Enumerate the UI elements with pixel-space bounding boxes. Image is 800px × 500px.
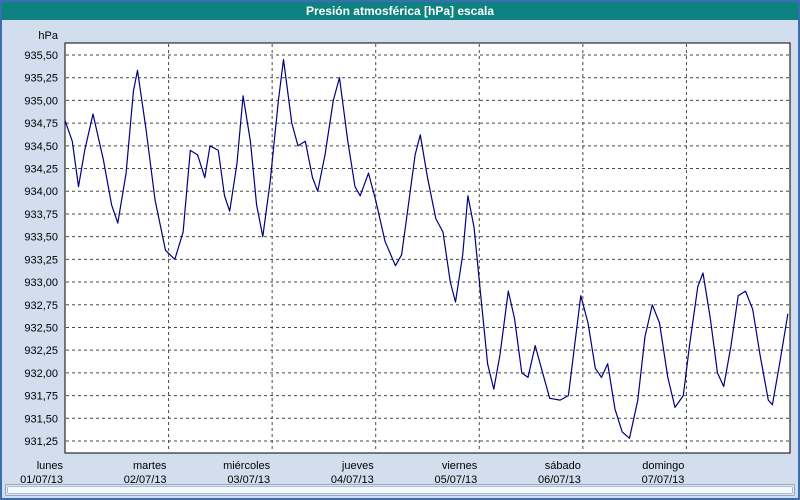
x-day-date: 04/07/13 bbox=[331, 474, 374, 484]
x-gridlines bbox=[168, 44, 687, 452]
y-tick-label: 931,25 bbox=[24, 436, 58, 448]
x-day-name: viernes bbox=[442, 460, 478, 472]
y-tick-label: 932,75 bbox=[24, 300, 58, 312]
y-gridlines bbox=[66, 54, 789, 442]
y-tick-label: 931,75 bbox=[24, 391, 58, 403]
x-day-name: martes bbox=[133, 460, 167, 472]
horizontal-scrollbar[interactable] bbox=[5, 484, 795, 496]
scroll-row bbox=[2, 484, 798, 498]
y-tick-label: 932,00 bbox=[24, 368, 58, 380]
x-day-date: 07/07/13 bbox=[642, 474, 685, 484]
x-day-date: 03/07/13 bbox=[227, 474, 270, 484]
y-tick-label: 932,25 bbox=[24, 345, 58, 357]
window-title: Presión atmosférica [hPa] escala bbox=[2, 2, 798, 20]
x-day-name: lunes bbox=[37, 460, 64, 472]
y-tick-label: 931,50 bbox=[24, 413, 58, 425]
x-day-date: 05/07/13 bbox=[434, 474, 477, 484]
y-tick-label: 933,50 bbox=[24, 232, 58, 244]
x-day-date: 01/07/13 bbox=[20, 474, 63, 484]
y-tick-label: 934,50 bbox=[24, 141, 58, 153]
x-day-name: miércoles bbox=[223, 460, 271, 472]
x-day-date: 06/07/13 bbox=[538, 474, 581, 484]
x-day-date: 02/07/13 bbox=[124, 474, 167, 484]
y-tick-label: 935,00 bbox=[24, 95, 58, 107]
y-tick-label: 933,00 bbox=[24, 277, 58, 289]
y-tick-label: 935,50 bbox=[24, 50, 58, 62]
y-tick-label: 933,25 bbox=[24, 254, 58, 266]
y-tick-label: 935,25 bbox=[24, 73, 58, 85]
y-tick-label: 934,75 bbox=[24, 118, 58, 130]
pressure-chart: hPa 935,50 935,25 935,00 934,75 934,50 934,25 9… bbox=[20, 30, 791, 484]
x-day-name: jueves bbox=[341, 460, 374, 472]
y-axis-unit-label: hPa bbox=[38, 30, 58, 42]
x-day-name: sábado bbox=[545, 460, 581, 472]
chart-region: hPa 935,50 935,25 935,00 934,75 934,50 934,25 9… bbox=[2, 20, 798, 484]
scrollbar-thumb[interactable] bbox=[7, 486, 793, 494]
pressure-line bbox=[64, 58, 789, 439]
plot-area bbox=[64, 42, 791, 454]
y-tick-label: 932,50 bbox=[24, 322, 58, 334]
y-tick-label: 934,00 bbox=[24, 186, 58, 198]
y-tick-label: 934,25 bbox=[24, 164, 58, 176]
x-day-name: domingo bbox=[642, 460, 684, 472]
y-tick-label: 933,75 bbox=[24, 209, 58, 221]
